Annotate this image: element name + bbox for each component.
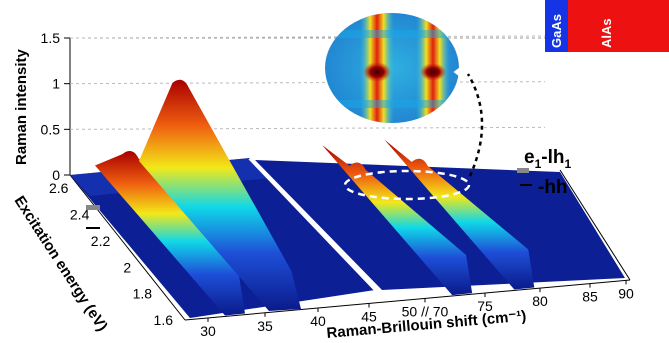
x-tick-label: 85 xyxy=(582,289,598,305)
y-axis-ticks: 1.61.82 2.22.42.6 xyxy=(49,180,173,328)
inset-connector xyxy=(466,73,484,177)
x-tick-label: 35 xyxy=(257,318,273,334)
x-tick-label: 75 xyxy=(477,298,493,314)
y-axis-label: Excitation energy (eV) xyxy=(11,193,111,334)
y-tick-label: 2 xyxy=(123,259,131,275)
x-tick-label: 90 xyxy=(618,285,634,301)
legend-alas-swatch xyxy=(568,0,669,52)
surface-base-right xyxy=(255,160,625,290)
legend-gaas-swatch xyxy=(545,0,568,52)
x-tick-label: 80 xyxy=(532,293,548,309)
highlight-ellipse xyxy=(343,169,471,201)
y-tick-label: 2.2 xyxy=(91,233,111,249)
grid-lines xyxy=(69,35,546,130)
annotation-e1-hh1: -hh xyxy=(538,177,568,198)
inset-image xyxy=(325,13,478,123)
z-tick-label: 0.5 xyxy=(41,121,61,137)
peak-ridge-4 xyxy=(384,139,535,290)
peak-ridge-1 xyxy=(95,150,245,316)
y-tick-label: 2.4 xyxy=(70,207,90,223)
z-grid-line xyxy=(69,126,546,130)
z-tick-label: 1 xyxy=(52,76,60,92)
state-annotations: e1-lh1 -hh e11 xyxy=(86,147,571,229)
z-axis-label: Raman intensity xyxy=(13,48,30,165)
z-grid-line xyxy=(69,35,546,39)
legend-alas-label: AlAs xyxy=(599,18,614,48)
surface xyxy=(70,79,625,318)
peak-ridge-3 xyxy=(322,145,473,296)
z-tick-label: 0 xyxy=(52,167,60,183)
x-tick-label: 45 xyxy=(361,308,377,324)
x-tick-label: 30 xyxy=(200,323,216,339)
x-tick-label: 40 xyxy=(310,313,326,329)
material-legend: GaAs AlAs xyxy=(545,0,669,52)
y-tick-label: 2.6 xyxy=(49,180,69,196)
axis-break-line xyxy=(248,156,380,294)
annotation-e1-lh1: e1-lh1 xyxy=(524,147,571,171)
inset-arrow xyxy=(453,64,478,80)
peak-ridge-2 xyxy=(139,79,301,312)
z-axis-ticks: 0 0.5 1 1.5 xyxy=(41,30,70,183)
y-tick-label: 1.8 xyxy=(133,286,153,302)
x-axis-ticks: 30 35 40 45 50 // 70 75 80 85 90 xyxy=(200,280,634,339)
legend-gaas-label: GaAs xyxy=(549,14,564,48)
y-tick-label: 1.6 xyxy=(154,312,174,328)
z-grid-line xyxy=(69,81,546,85)
z-tick-label: 1.5 xyxy=(41,30,61,46)
x-tick-label: 50 // 70 xyxy=(402,303,449,319)
